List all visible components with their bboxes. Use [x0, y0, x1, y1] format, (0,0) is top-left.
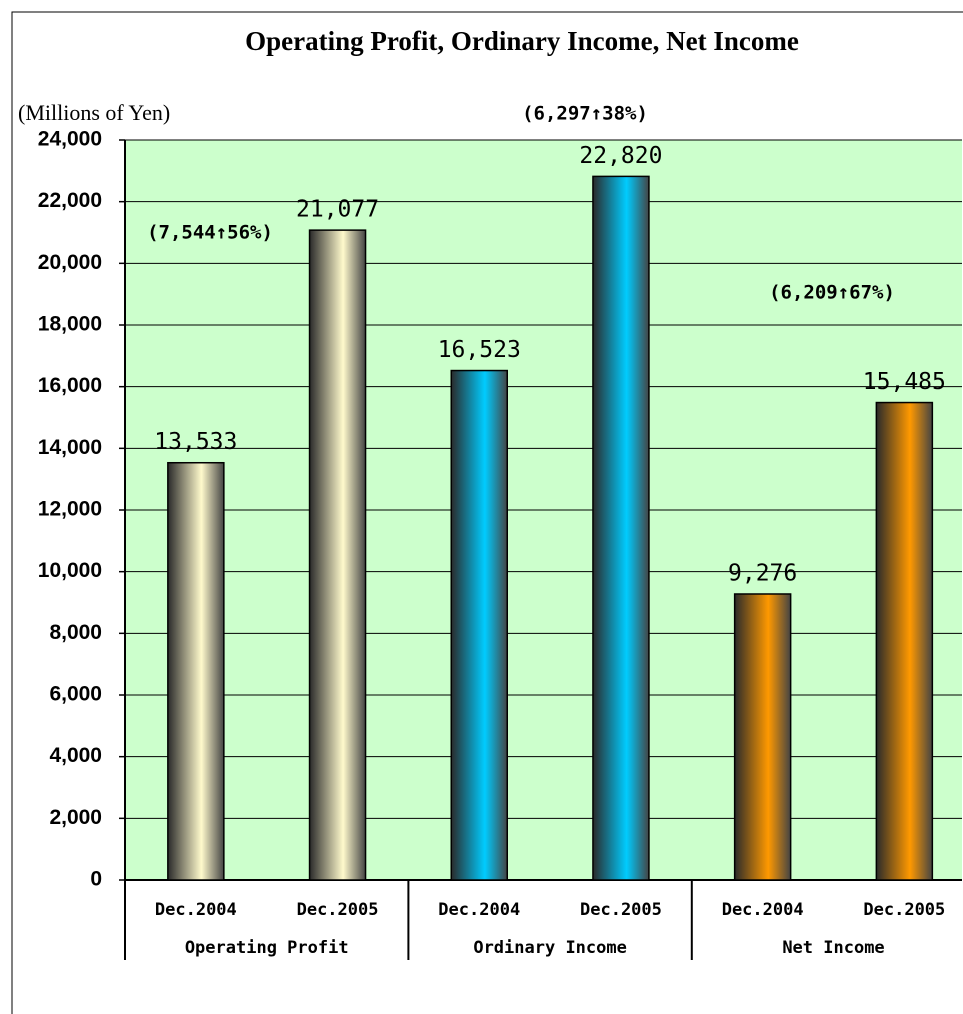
annotation: (6,209↑67%): [769, 282, 895, 304]
x-tick-label: Dec.2004: [155, 900, 237, 920]
bar: [875, 401, 934, 881]
group-label: Ordinary Income: [473, 938, 627, 958]
y-tick-label: 12,000: [38, 498, 102, 521]
bar: [450, 369, 508, 881]
value-label: 16,523: [438, 337, 521, 363]
bar: [592, 175, 650, 881]
x-tick-label: Dec.2004: [438, 900, 520, 920]
y-tick-label: 4,000: [49, 744, 102, 767]
group-label: Net Income: [782, 938, 884, 958]
x-tick-label: Dec.2005: [863, 900, 945, 920]
value-label: 13,533: [154, 429, 237, 455]
y-tick-label: 22,000: [38, 189, 102, 212]
y-tick-label: 20,000: [38, 251, 102, 274]
y-tick-label: 8,000: [49, 621, 102, 644]
bar: [733, 593, 792, 881]
y-axis-label: (Millions of Yen): [18, 100, 170, 125]
group-label: Operating Profit: [185, 938, 349, 958]
x-tick-label: Dec.2004: [722, 900, 804, 920]
y-tick-label: 14,000: [38, 436, 102, 459]
bar: [308, 229, 367, 881]
value-label: 9,276: [728, 560, 797, 586]
y-tick-label: 6,000: [49, 683, 102, 706]
value-label: 15,485: [863, 369, 946, 395]
y-tick-label: 18,000: [38, 313, 102, 336]
x-tick-label: Dec.2005: [580, 900, 662, 920]
y-tick-label: 24,000: [38, 128, 102, 151]
y-tick-label: 16,000: [38, 374, 102, 397]
y-tick-label: 0: [90, 868, 102, 891]
annotation: (6,297↑38%): [522, 103, 648, 125]
value-label: 22,820: [579, 143, 662, 169]
chart-title: Operating Profit, Ordinary Income, Net I…: [245, 26, 799, 56]
y-tick-label: 2,000: [49, 806, 102, 829]
x-tick-label: Dec.2005: [297, 900, 379, 920]
y-tick-label: 10,000: [38, 559, 102, 582]
bar: [167, 461, 225, 881]
value-label: 21,077: [296, 197, 379, 223]
annotation: (7,544↑56%): [147, 222, 273, 244]
